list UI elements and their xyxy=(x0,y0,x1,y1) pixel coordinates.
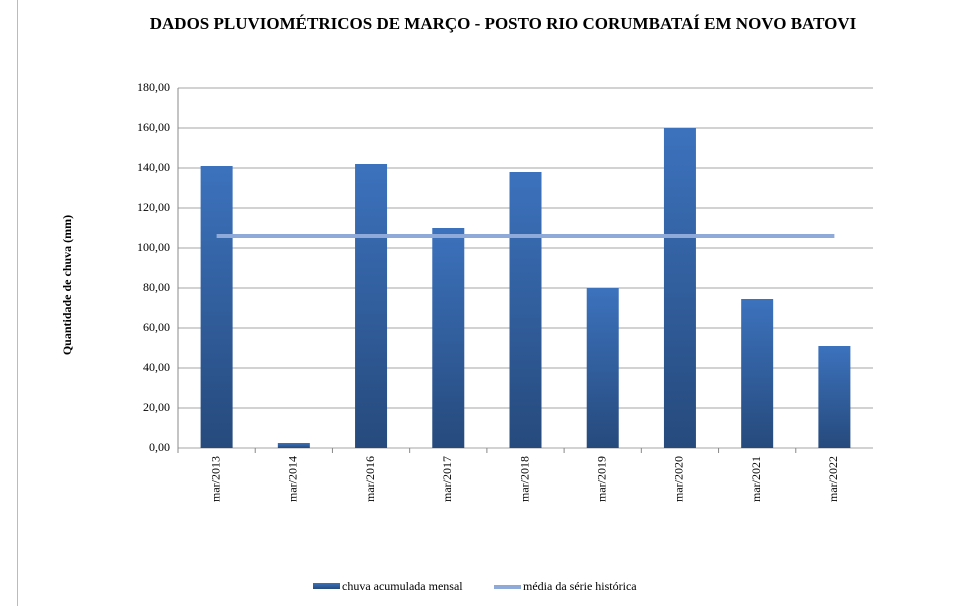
x-tick-label: mar/2019 xyxy=(594,456,608,502)
y-tick-label: 160,00 xyxy=(137,120,170,134)
x-tick-label: mar/2014 xyxy=(286,456,300,502)
legend-label: média da série histórica xyxy=(523,579,637,593)
chart-title: DADOS PLUVIOMÉTRICOS DE MARÇO - POSTO RI… xyxy=(149,14,857,33)
x-tick-label: mar/2013 xyxy=(208,456,222,502)
bar xyxy=(818,346,851,448)
x-tick-label: mar/2018 xyxy=(517,456,531,502)
bar xyxy=(663,128,696,448)
x-tick-label: mar/2016 xyxy=(363,456,377,502)
y-tick-label: 80,00 xyxy=(143,280,170,294)
legend-swatch xyxy=(313,583,340,589)
bar xyxy=(509,172,542,448)
y-tick-label: 140,00 xyxy=(137,160,170,174)
y-axis-label: Quantidade de chuva (mm) xyxy=(60,215,74,355)
bar xyxy=(355,164,388,448)
y-tick-label: 120,00 xyxy=(137,200,170,214)
y-tick-label: 60,00 xyxy=(143,320,170,334)
x-tick-label: mar/2017 xyxy=(440,456,454,502)
y-tick-label: 40,00 xyxy=(143,360,170,374)
legend-label: chuva acumulada mensal xyxy=(342,579,463,593)
bar xyxy=(586,288,619,448)
y-tick-label: 20,00 xyxy=(143,400,170,414)
bar xyxy=(432,228,465,448)
bar xyxy=(277,443,310,448)
x-tick-label: mar/2021 xyxy=(749,456,763,502)
bar xyxy=(200,166,233,448)
bar xyxy=(741,299,774,448)
x-tick-label: mar/2022 xyxy=(826,456,840,502)
x-tick-label: mar/2020 xyxy=(672,456,686,502)
y-tick-label: 100,00 xyxy=(137,240,170,254)
y-tick-label: 180,00 xyxy=(137,80,170,94)
y-tick-label: 0,00 xyxy=(149,440,170,454)
